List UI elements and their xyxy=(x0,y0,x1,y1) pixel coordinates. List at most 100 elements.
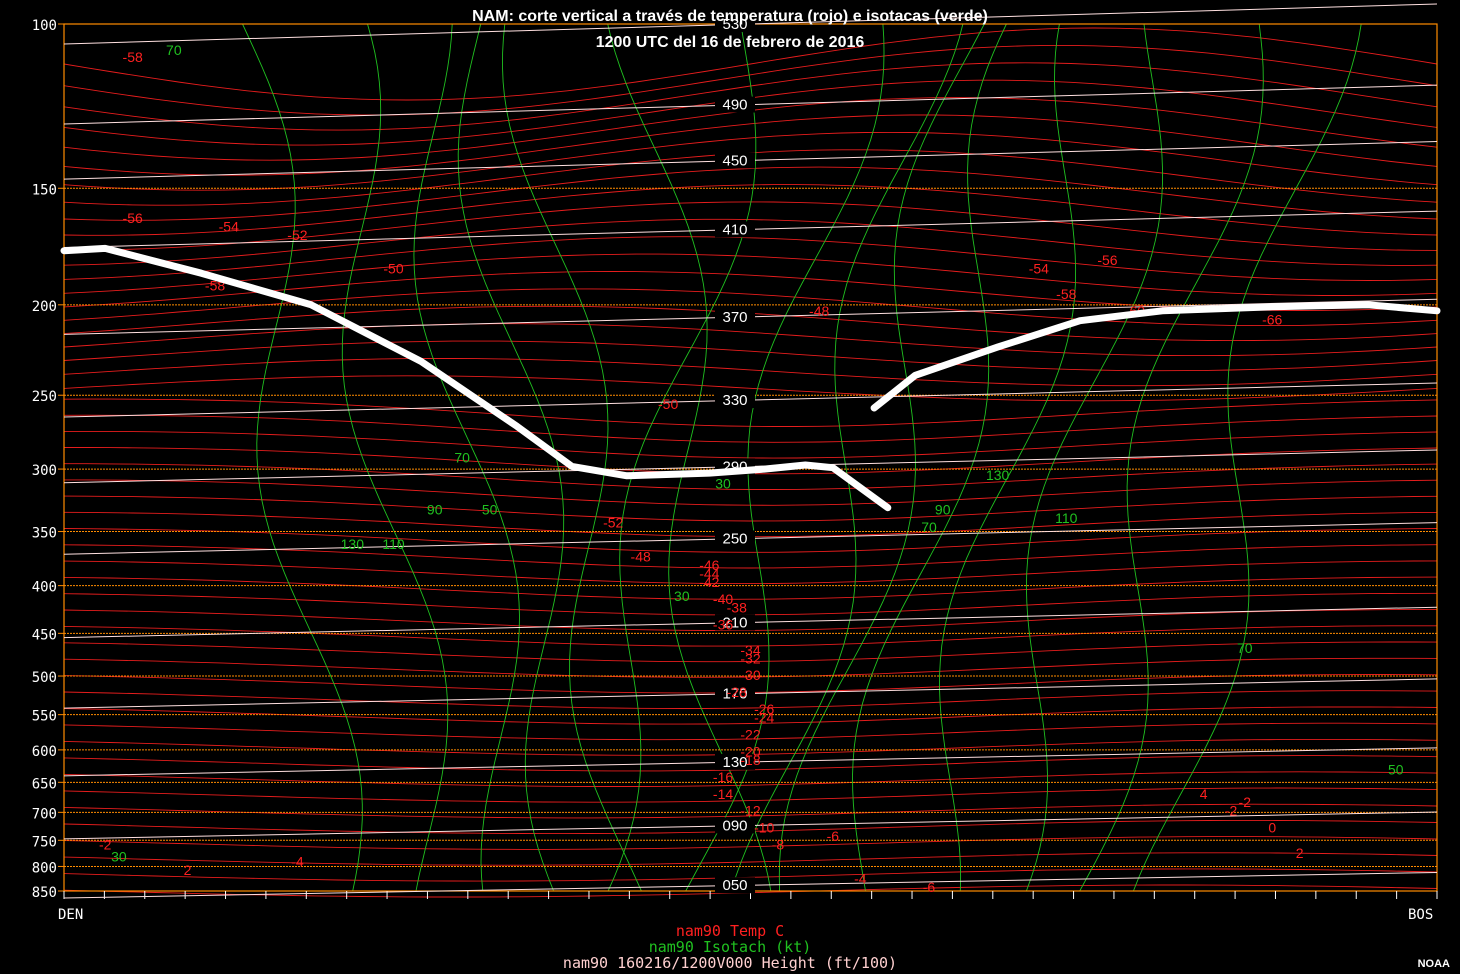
temperature-contour xyxy=(63,44,1438,116)
y-tick-label: 150 xyxy=(32,182,57,198)
temperature-label: 0 xyxy=(1268,820,1276,836)
y-tick-label: 200 xyxy=(32,299,57,315)
isotach-label: 30 xyxy=(674,588,690,604)
isotach-contour xyxy=(852,23,1007,892)
temperature-contour xyxy=(63,27,1438,101)
temperature-contour xyxy=(63,852,1438,866)
y-tick-label: 450 xyxy=(32,627,57,643)
temperature-contour xyxy=(64,430,1438,459)
isotach-label: 50 xyxy=(1388,762,1404,778)
temperature-contour xyxy=(63,803,1438,819)
temperature-label: -16 xyxy=(713,769,733,785)
isotach-contour xyxy=(607,23,757,892)
temperature-label: -44 xyxy=(699,566,719,582)
chart-subtitle: 1200 UTC del 16 de febrero de 2016 xyxy=(595,34,865,51)
temperature-contour xyxy=(63,323,1438,357)
temperature-contour xyxy=(63,62,1438,131)
temperature-label: -52 xyxy=(287,227,307,243)
temperature-contour xyxy=(63,375,1438,402)
height-label: 090 xyxy=(722,817,747,834)
temperature-label: -48 xyxy=(631,549,651,565)
height-label: 330 xyxy=(722,392,747,409)
temperature-label: -56 xyxy=(1097,252,1117,268)
temperature-contour xyxy=(63,358,1438,387)
temperature-label: -56 xyxy=(123,210,143,226)
height-label: 370 xyxy=(722,309,747,326)
isotach-label: 30 xyxy=(715,476,731,492)
y-tick-label: 800 xyxy=(32,860,57,876)
height-label: 210 xyxy=(722,614,747,631)
legend-temperature: nam90 Temp C xyxy=(675,922,785,940)
height-label-bg xyxy=(715,96,755,113)
height-label: 130 xyxy=(722,754,747,771)
temperature-label: -6 xyxy=(827,828,840,844)
isotach-label: 110 xyxy=(382,536,405,552)
isotach-contour xyxy=(607,23,772,892)
temperature-contour xyxy=(63,722,1438,741)
temperature-label: -54 xyxy=(219,218,239,234)
isotach-contour xyxy=(730,23,964,892)
isotach-label: 90 xyxy=(427,502,443,518)
isotach-contour xyxy=(242,23,363,892)
height-label-bg xyxy=(715,817,755,834)
isotach-label: 30 xyxy=(111,848,127,864)
temperature-label: -50 xyxy=(658,396,678,412)
temperature-contour xyxy=(63,340,1438,372)
legend-height: nam90 160216/1200V000 Height (ft/100) xyxy=(562,954,898,972)
x-end-label: BOS xyxy=(1408,907,1434,923)
isotach-contour xyxy=(1132,23,1362,892)
temperature-contour xyxy=(63,528,1438,553)
temperature-label: -18 xyxy=(740,752,760,768)
height-label: 410 xyxy=(722,221,747,238)
temperature-contour xyxy=(63,787,1438,803)
temperature-contour xyxy=(63,166,1438,221)
isotach-contour xyxy=(778,23,985,892)
temperature-label: -14 xyxy=(713,786,733,802)
temperature-contour xyxy=(63,184,1438,236)
temperature-label: -4 xyxy=(291,854,304,870)
temperature-label: -30 xyxy=(740,667,760,683)
y-tick-label: 250 xyxy=(32,389,57,405)
tropopause-line xyxy=(870,301,1441,412)
height-label-bg xyxy=(715,221,755,238)
temperature-contour xyxy=(63,641,1438,663)
isotach-label: 50 xyxy=(482,502,498,518)
y-tick-label: 600 xyxy=(32,744,57,760)
isotach-label: 70 xyxy=(166,42,182,58)
isotach-contour xyxy=(341,23,449,892)
temperature-label: -10 xyxy=(754,820,774,836)
height-label-bg xyxy=(715,614,755,631)
y-tick-label: 400 xyxy=(32,580,57,596)
tropopause-line xyxy=(60,244,892,512)
temperature-label: -48 xyxy=(809,303,829,319)
temperature-contour xyxy=(63,236,1438,281)
temperature-contour xyxy=(63,576,1438,600)
temperature-label: -58 xyxy=(123,49,143,65)
isotach-label: 130 xyxy=(341,536,365,552)
height-label-bg xyxy=(715,16,755,32)
y-tick-label: 650 xyxy=(32,776,57,792)
y-tick-label: 550 xyxy=(32,709,57,725)
temperature-label: -26 xyxy=(754,701,774,717)
temperature-label: -46 xyxy=(699,557,719,573)
temperature-contour xyxy=(63,253,1438,296)
isotach-label: 70 xyxy=(454,450,470,466)
isotach-label: 70 xyxy=(921,519,937,535)
temperature-contour xyxy=(63,560,1438,585)
height-label-bg xyxy=(715,392,755,409)
isotach-contour xyxy=(685,23,885,892)
temperature-label: -36 xyxy=(713,616,733,632)
legend-isotach: nam90 Isotach (kt) xyxy=(648,938,812,956)
temperature-label: -20 xyxy=(740,743,760,759)
height-label: 490 xyxy=(722,97,747,114)
temperature-label: 2 xyxy=(1296,845,1304,861)
isotach-contour xyxy=(939,23,1077,892)
temperature-label: -2 xyxy=(1239,794,1252,810)
temperature-label: -4 xyxy=(854,870,867,886)
y-tick-label: 750 xyxy=(32,834,57,850)
temperature-contour xyxy=(63,657,1438,678)
temperature-contour xyxy=(63,114,1438,176)
temperature-label: -8 xyxy=(772,837,785,853)
y-tick-label: 350 xyxy=(32,526,57,542)
